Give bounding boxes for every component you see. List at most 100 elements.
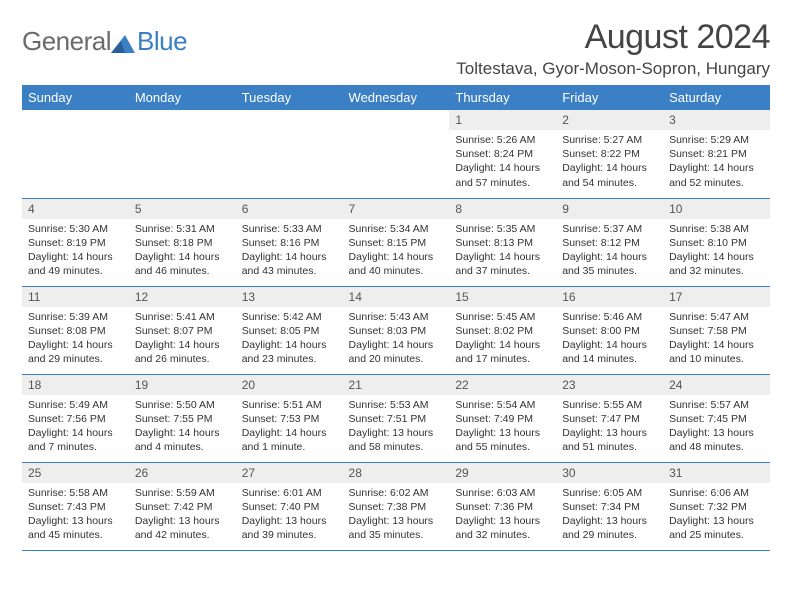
- daylight-text: Daylight: 14 hours and 17 minutes.: [455, 338, 550, 366]
- day-number: 10: [663, 199, 770, 219]
- daylight-text: Daylight: 13 hours and 35 minutes.: [349, 514, 444, 542]
- sunset-text: Sunset: 8:15 PM: [349, 236, 444, 250]
- location-subtitle: Toltestava, Gyor-Moson-Sopron, Hungary: [456, 59, 770, 79]
- logo-text-general: General: [22, 26, 111, 57]
- sunrise-text: Sunrise: 5:26 AM: [455, 133, 550, 147]
- daylight-text: Daylight: 13 hours and 29 minutes.: [562, 514, 657, 542]
- day-details: Sunrise: 5:47 AMSunset: 7:58 PMDaylight:…: [663, 307, 770, 371]
- calendar-day-cell: 23Sunrise: 5:55 AMSunset: 7:47 PMDayligh…: [556, 374, 663, 462]
- day-details: Sunrise: 5:37 AMSunset: 8:12 PMDaylight:…: [556, 219, 663, 283]
- daylight-text: Daylight: 14 hours and 29 minutes.: [28, 338, 123, 366]
- sunrise-text: Sunrise: 6:02 AM: [349, 486, 444, 500]
- calendar-day-cell: 22Sunrise: 5:54 AMSunset: 7:49 PMDayligh…: [449, 374, 556, 462]
- sunset-text: Sunset: 8:24 PM: [455, 147, 550, 161]
- daylight-text: Daylight: 13 hours and 51 minutes.: [562, 426, 657, 454]
- sunset-text: Sunset: 8:03 PM: [349, 324, 444, 338]
- sunset-text: Sunset: 7:42 PM: [135, 500, 230, 514]
- sunrise-text: Sunrise: 6:05 AM: [562, 486, 657, 500]
- sunrise-text: Sunrise: 5:47 AM: [669, 310, 764, 324]
- calendar-week-row: 18Sunrise: 5:49 AMSunset: 7:56 PMDayligh…: [22, 374, 770, 462]
- day-number: 19: [129, 375, 236, 395]
- weekday-header: Monday: [129, 85, 236, 110]
- day-details: Sunrise: 5:33 AMSunset: 8:16 PMDaylight:…: [236, 219, 343, 283]
- day-number: 2: [556, 110, 663, 130]
- day-number: 8: [449, 199, 556, 219]
- calendar-day-cell: 2Sunrise: 5:27 AMSunset: 8:22 PMDaylight…: [556, 110, 663, 198]
- sunrise-text: Sunrise: 5:49 AM: [28, 398, 123, 412]
- sunset-text: Sunset: 8:07 PM: [135, 324, 230, 338]
- calendar-day-cell: 29Sunrise: 6:03 AMSunset: 7:36 PMDayligh…: [449, 462, 556, 550]
- daylight-text: Daylight: 14 hours and 46 minutes.: [135, 250, 230, 278]
- day-number: 28: [343, 463, 450, 483]
- calendar-day-cell: [343, 110, 450, 198]
- day-number: 26: [129, 463, 236, 483]
- calendar-day-cell: 26Sunrise: 5:59 AMSunset: 7:42 PMDayligh…: [129, 462, 236, 550]
- day-number: 6: [236, 199, 343, 219]
- calendar-day-cell: 9Sunrise: 5:37 AMSunset: 8:12 PMDaylight…: [556, 198, 663, 286]
- header: General Blue August 2024 Toltestava, Gyo…: [22, 18, 770, 79]
- sunrise-text: Sunrise: 5:58 AM: [28, 486, 123, 500]
- day-details: Sunrise: 6:01 AMSunset: 7:40 PMDaylight:…: [236, 483, 343, 547]
- daylight-text: Daylight: 13 hours and 45 minutes.: [28, 514, 123, 542]
- daylight-text: Daylight: 14 hours and 4 minutes.: [135, 426, 230, 454]
- calendar-week-row: 11Sunrise: 5:39 AMSunset: 8:08 PMDayligh…: [22, 286, 770, 374]
- day-number: 12: [129, 287, 236, 307]
- sunrise-text: Sunrise: 6:03 AM: [455, 486, 550, 500]
- day-number: 9: [556, 199, 663, 219]
- sunset-text: Sunset: 7:47 PM: [562, 412, 657, 426]
- day-details: Sunrise: 5:45 AMSunset: 8:02 PMDaylight:…: [449, 307, 556, 371]
- calendar-day-cell: 14Sunrise: 5:43 AMSunset: 8:03 PMDayligh…: [343, 286, 450, 374]
- sunset-text: Sunset: 7:45 PM: [669, 412, 764, 426]
- calendar-day-cell: 10Sunrise: 5:38 AMSunset: 8:10 PMDayligh…: [663, 198, 770, 286]
- day-details: Sunrise: 6:02 AMSunset: 7:38 PMDaylight:…: [343, 483, 450, 547]
- calendar-day-cell: [129, 110, 236, 198]
- daylight-text: Daylight: 13 hours and 48 minutes.: [669, 426, 764, 454]
- sunset-text: Sunset: 7:40 PM: [242, 500, 337, 514]
- calendar-day-cell: 12Sunrise: 5:41 AMSunset: 8:07 PMDayligh…: [129, 286, 236, 374]
- sunset-text: Sunset: 7:43 PM: [28, 500, 123, 514]
- calendar-day-cell: 16Sunrise: 5:46 AMSunset: 8:00 PMDayligh…: [556, 286, 663, 374]
- sunset-text: Sunset: 7:32 PM: [669, 500, 764, 514]
- sunset-text: Sunset: 7:58 PM: [669, 324, 764, 338]
- sunset-text: Sunset: 7:53 PM: [242, 412, 337, 426]
- calendar-day-cell: [22, 110, 129, 198]
- sunset-text: Sunset: 7:34 PM: [562, 500, 657, 514]
- calendar-week-row: 4Sunrise: 5:30 AMSunset: 8:19 PMDaylight…: [22, 198, 770, 286]
- logo-text-blue: Blue: [137, 26, 187, 57]
- day-details: Sunrise: 5:42 AMSunset: 8:05 PMDaylight:…: [236, 307, 343, 371]
- calendar-day-cell: 6Sunrise: 5:33 AMSunset: 8:16 PMDaylight…: [236, 198, 343, 286]
- sunrise-text: Sunrise: 5:30 AM: [28, 222, 123, 236]
- day-details: Sunrise: 5:41 AMSunset: 8:07 PMDaylight:…: [129, 307, 236, 371]
- sunrise-text: Sunrise: 5:59 AM: [135, 486, 230, 500]
- day-details: Sunrise: 5:57 AMSunset: 7:45 PMDaylight:…: [663, 395, 770, 459]
- calendar-day-cell: 17Sunrise: 5:47 AMSunset: 7:58 PMDayligh…: [663, 286, 770, 374]
- calendar-day-cell: 3Sunrise: 5:29 AMSunset: 8:21 PMDaylight…: [663, 110, 770, 198]
- sunrise-text: Sunrise: 6:06 AM: [669, 486, 764, 500]
- sunrise-text: Sunrise: 5:35 AM: [455, 222, 550, 236]
- day-number: 15: [449, 287, 556, 307]
- daylight-text: Daylight: 14 hours and 1 minute.: [242, 426, 337, 454]
- calendar-day-cell: 18Sunrise: 5:49 AMSunset: 7:56 PMDayligh…: [22, 374, 129, 462]
- sunrise-text: Sunrise: 5:37 AM: [562, 222, 657, 236]
- calendar-day-cell: 15Sunrise: 5:45 AMSunset: 8:02 PMDayligh…: [449, 286, 556, 374]
- sunrise-text: Sunrise: 5:29 AM: [669, 133, 764, 147]
- calendar-day-cell: 8Sunrise: 5:35 AMSunset: 8:13 PMDaylight…: [449, 198, 556, 286]
- day-details: Sunrise: 5:51 AMSunset: 7:53 PMDaylight:…: [236, 395, 343, 459]
- calendar-table: Sunday Monday Tuesday Wednesday Thursday…: [22, 85, 770, 551]
- weekday-header-row: Sunday Monday Tuesday Wednesday Thursday…: [22, 85, 770, 110]
- day-number: 11: [22, 287, 129, 307]
- day-details: Sunrise: 5:43 AMSunset: 8:03 PMDaylight:…: [343, 307, 450, 371]
- daylight-text: Daylight: 14 hours and 37 minutes.: [455, 250, 550, 278]
- daylight-text: Daylight: 13 hours and 32 minutes.: [455, 514, 550, 542]
- calendar-day-cell: 4Sunrise: 5:30 AMSunset: 8:19 PMDaylight…: [22, 198, 129, 286]
- daylight-text: Daylight: 13 hours and 58 minutes.: [349, 426, 444, 454]
- sunrise-text: Sunrise: 5:46 AM: [562, 310, 657, 324]
- calendar-day-cell: 25Sunrise: 5:58 AMSunset: 7:43 PMDayligh…: [22, 462, 129, 550]
- day-details: Sunrise: 5:31 AMSunset: 8:18 PMDaylight:…: [129, 219, 236, 283]
- sunrise-text: Sunrise: 5:50 AM: [135, 398, 230, 412]
- sunrise-text: Sunrise: 6:01 AM: [242, 486, 337, 500]
- sunset-text: Sunset: 7:38 PM: [349, 500, 444, 514]
- sunrise-text: Sunrise: 5:55 AM: [562, 398, 657, 412]
- logo-triangle-icon: [111, 33, 135, 53]
- day-details: Sunrise: 5:53 AMSunset: 7:51 PMDaylight:…: [343, 395, 450, 459]
